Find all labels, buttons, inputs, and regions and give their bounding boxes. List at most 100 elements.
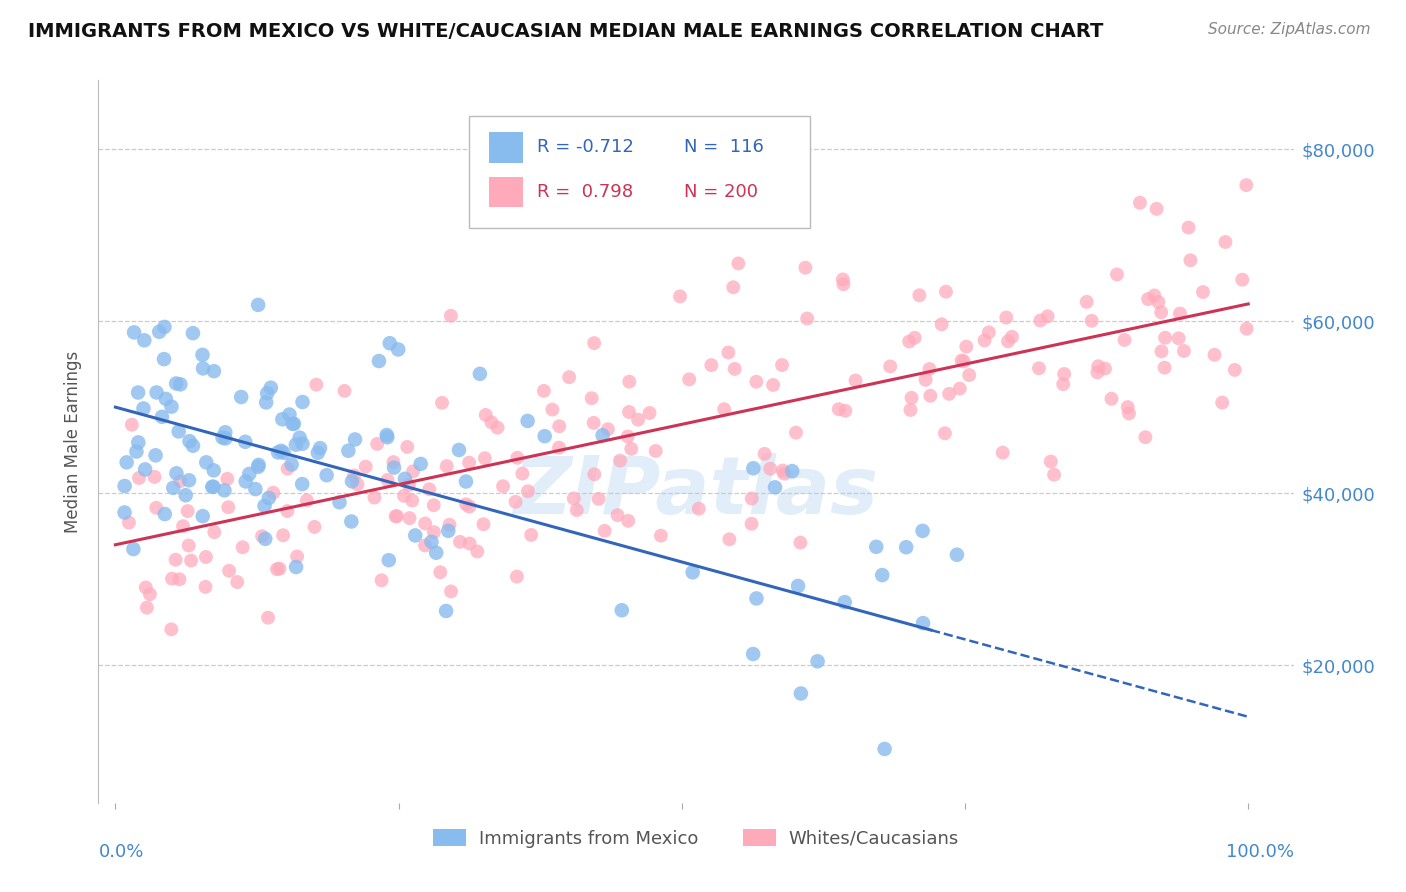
Point xyxy=(284,437,307,451)
Point xyxy=(266,562,288,576)
Point xyxy=(1028,361,1050,376)
Point xyxy=(780,464,803,478)
Point xyxy=(991,445,1014,459)
Point xyxy=(723,280,745,294)
FancyBboxPatch shape xyxy=(470,117,810,228)
Point xyxy=(121,417,143,432)
Point xyxy=(548,419,571,434)
Point xyxy=(1192,285,1215,299)
Point xyxy=(238,467,260,481)
Point xyxy=(436,459,458,474)
Point xyxy=(454,497,477,511)
Point xyxy=(115,455,138,469)
Point xyxy=(512,467,534,481)
Point xyxy=(785,425,807,440)
Text: R = -0.712: R = -0.712 xyxy=(537,138,634,156)
Point xyxy=(1137,292,1160,306)
Point xyxy=(191,361,214,376)
Point xyxy=(627,412,650,426)
Point xyxy=(973,334,995,348)
Point xyxy=(593,524,616,538)
Point xyxy=(588,491,610,506)
Point xyxy=(387,343,409,357)
Point xyxy=(202,463,225,477)
Point xyxy=(617,405,640,419)
Point xyxy=(409,457,432,471)
Point xyxy=(394,472,416,486)
Point xyxy=(828,402,851,417)
Point xyxy=(583,467,606,482)
Point xyxy=(458,536,481,550)
Point xyxy=(169,377,191,392)
Point xyxy=(1135,430,1157,444)
Point xyxy=(269,561,291,575)
Point xyxy=(437,524,460,538)
Point xyxy=(148,325,170,339)
Point xyxy=(181,326,204,340)
Point xyxy=(254,532,277,546)
Point xyxy=(620,442,643,456)
Point xyxy=(1029,313,1052,327)
Point xyxy=(273,446,295,460)
Point xyxy=(1094,361,1116,376)
Point xyxy=(214,431,236,445)
Point xyxy=(772,464,794,478)
Point xyxy=(162,481,184,495)
FancyBboxPatch shape xyxy=(489,132,523,162)
Point xyxy=(1143,288,1166,302)
FancyBboxPatch shape xyxy=(489,178,523,208)
Point xyxy=(834,404,856,418)
Point xyxy=(920,389,942,403)
Point xyxy=(160,623,183,637)
Legend: Immigrants from Mexico, Whites/Caucasians: Immigrants from Mexico, Whites/Caucasian… xyxy=(426,822,966,855)
Point xyxy=(904,331,927,345)
Point xyxy=(134,334,156,348)
Point xyxy=(1105,268,1128,282)
Point xyxy=(382,455,405,469)
Point xyxy=(247,458,270,472)
Point xyxy=(879,359,901,374)
Point xyxy=(354,459,377,474)
Point xyxy=(1043,467,1066,482)
Point xyxy=(669,289,692,303)
Point xyxy=(201,480,224,494)
Point xyxy=(262,485,284,500)
Point xyxy=(1114,333,1136,347)
Point xyxy=(1180,253,1202,268)
Point xyxy=(145,448,167,462)
Point xyxy=(770,358,793,372)
Point xyxy=(176,504,198,518)
Point xyxy=(440,584,463,599)
Point xyxy=(950,353,973,368)
Point xyxy=(479,415,502,429)
Point xyxy=(122,542,145,557)
Point xyxy=(307,446,329,460)
Point xyxy=(1076,294,1098,309)
Point xyxy=(914,373,936,387)
Point xyxy=(384,509,406,524)
Y-axis label: Median Male Earnings: Median Male Earnings xyxy=(65,351,83,533)
Point xyxy=(617,514,640,528)
Point xyxy=(122,326,145,340)
Point xyxy=(425,546,447,560)
Point xyxy=(401,493,423,508)
Point xyxy=(832,277,855,292)
Point xyxy=(378,336,401,351)
Point xyxy=(700,358,723,372)
Point xyxy=(235,475,257,489)
Point xyxy=(1053,367,1076,381)
Point xyxy=(911,524,934,538)
Point xyxy=(402,464,425,478)
Point xyxy=(1101,392,1123,406)
Point xyxy=(900,391,922,405)
Point xyxy=(218,564,240,578)
Point xyxy=(1211,395,1233,409)
Point xyxy=(506,569,529,583)
Point xyxy=(194,549,217,564)
Point xyxy=(900,403,922,417)
Point xyxy=(955,340,977,354)
Point xyxy=(398,511,420,525)
Point xyxy=(912,616,935,631)
Point xyxy=(202,480,225,494)
Point xyxy=(422,498,444,512)
